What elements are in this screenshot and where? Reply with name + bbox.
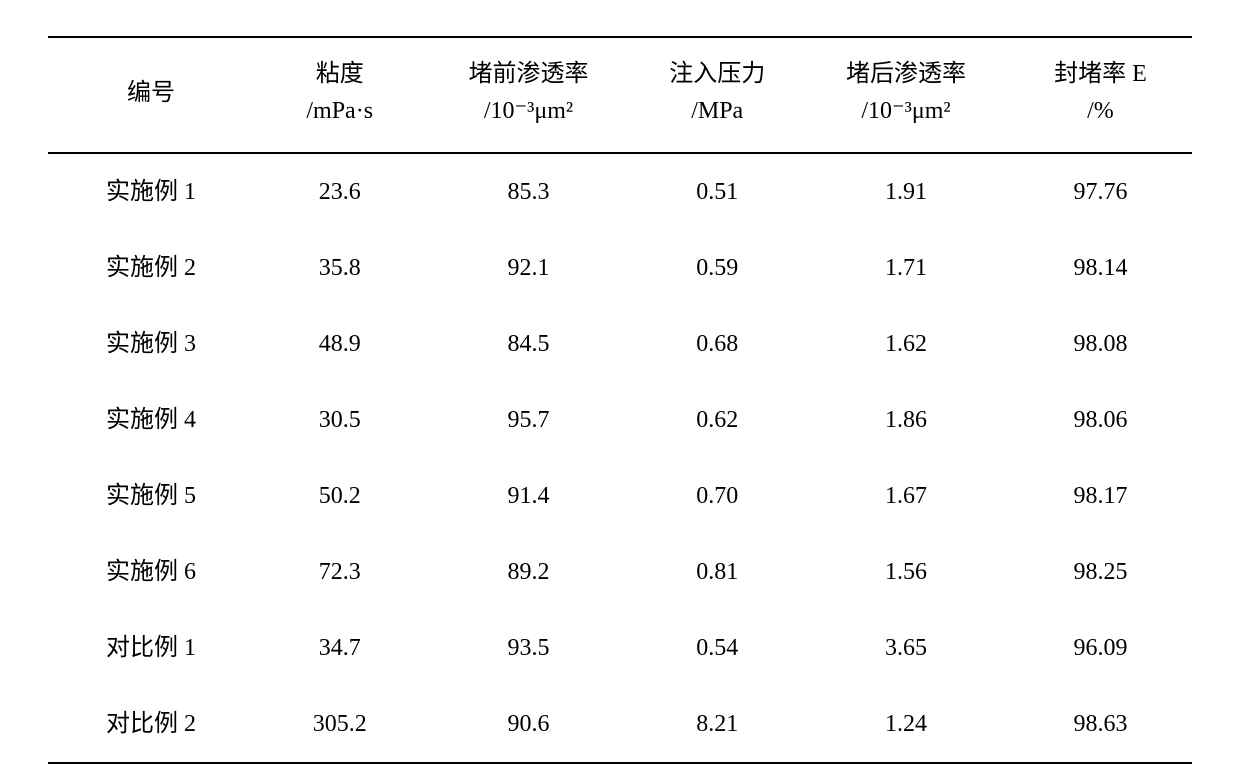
table-row: 对比例 2 305.2 90.6 8.21 1.24 98.63 xyxy=(48,686,1192,763)
col-header-label: 堵后渗透率 xyxy=(807,56,1005,93)
cell-perm-pre: 84.5 xyxy=(426,306,632,382)
cell-inj-press: 0.59 xyxy=(631,230,803,306)
cell-id: 实施例 6 xyxy=(48,534,254,610)
cell-perm-pre: 95.7 xyxy=(426,382,632,458)
cell-plug-rate: 98.08 xyxy=(1009,306,1192,382)
cell-perm-post: 1.91 xyxy=(803,153,1009,230)
cell-inj-press: 0.70 xyxy=(631,458,803,534)
cell-plug-rate: 97.76 xyxy=(1009,153,1192,230)
cell-id: 对比例 2 xyxy=(48,686,254,763)
cell-viscosity: 305.2 xyxy=(254,686,426,763)
cell-viscosity: 48.9 xyxy=(254,306,426,382)
cell-perm-pre: 91.4 xyxy=(426,458,632,534)
col-header-label: 编号 xyxy=(52,75,250,112)
cell-perm-post: 1.67 xyxy=(803,458,1009,534)
col-header-label: 堵前渗透率 xyxy=(430,56,628,93)
cell-inj-press: 8.21 xyxy=(631,686,803,763)
cell-perm-post: 1.24 xyxy=(803,686,1009,763)
table-body: 实施例 1 23.6 85.3 0.51 1.91 97.76 实施例 2 35… xyxy=(48,153,1192,763)
col-header-id: 编号 xyxy=(48,37,254,153)
cell-viscosity: 50.2 xyxy=(254,458,426,534)
cell-id: 对比例 1 xyxy=(48,610,254,686)
data-table-container: 编号 粘度 /mPa·s 堵前渗透率 /10⁻³μm² 注入压力 /MPa 堵后… xyxy=(0,0,1240,764)
table-row: 对比例 1 34.7 93.5 0.54 3.65 96.09 xyxy=(48,610,1192,686)
col-header-unit: /10⁻³μm² xyxy=(430,93,628,130)
cell-plug-rate: 96.09 xyxy=(1009,610,1192,686)
col-header-label: 封堵率 E xyxy=(1013,56,1188,93)
cell-id: 实施例 4 xyxy=(48,382,254,458)
col-header-unit: /% xyxy=(1013,93,1188,130)
col-header-viscosity: 粘度 /mPa·s xyxy=(254,37,426,153)
cell-id: 实施例 2 xyxy=(48,230,254,306)
cell-perm-post: 1.62 xyxy=(803,306,1009,382)
cell-perm-post: 1.71 xyxy=(803,230,1009,306)
table-row: 实施例 1 23.6 85.3 0.51 1.91 97.76 xyxy=(48,153,1192,230)
cell-inj-press: 0.68 xyxy=(631,306,803,382)
cell-viscosity: 35.8 xyxy=(254,230,426,306)
cell-perm-pre: 92.1 xyxy=(426,230,632,306)
table-row: 实施例 2 35.8 92.1 0.59 1.71 98.14 xyxy=(48,230,1192,306)
table-row: 实施例 4 30.5 95.7 0.62 1.86 98.06 xyxy=(48,382,1192,458)
col-header-unit: /mPa·s xyxy=(258,93,422,130)
table-row: 实施例 6 72.3 89.2 0.81 1.56 98.25 xyxy=(48,534,1192,610)
cell-perm-pre: 89.2 xyxy=(426,534,632,610)
col-header-perm-pre: 堵前渗透率 /10⁻³μm² xyxy=(426,37,632,153)
cell-id: 实施例 3 xyxy=(48,306,254,382)
cell-plug-rate: 98.06 xyxy=(1009,382,1192,458)
col-header-label: 粘度 xyxy=(258,56,422,93)
cell-viscosity: 23.6 xyxy=(254,153,426,230)
data-table: 编号 粘度 /mPa·s 堵前渗透率 /10⁻³μm² 注入压力 /MPa 堵后… xyxy=(48,36,1192,764)
cell-perm-pre: 90.6 xyxy=(426,686,632,763)
cell-plug-rate: 98.14 xyxy=(1009,230,1192,306)
cell-perm-pre: 85.3 xyxy=(426,153,632,230)
cell-inj-press: 0.51 xyxy=(631,153,803,230)
col-header-perm-post: 堵后渗透率 /10⁻³μm² xyxy=(803,37,1009,153)
cell-inj-press: 0.81 xyxy=(631,534,803,610)
table-row: 实施例 5 50.2 91.4 0.70 1.67 98.17 xyxy=(48,458,1192,534)
cell-perm-pre: 93.5 xyxy=(426,610,632,686)
col-header-unit: /10⁻³μm² xyxy=(807,93,1005,130)
cell-plug-rate: 98.17 xyxy=(1009,458,1192,534)
cell-plug-rate: 98.25 xyxy=(1009,534,1192,610)
cell-viscosity: 34.7 xyxy=(254,610,426,686)
cell-perm-post: 1.56 xyxy=(803,534,1009,610)
cell-viscosity: 30.5 xyxy=(254,382,426,458)
col-header-unit: /MPa xyxy=(635,93,799,130)
cell-inj-press: 0.62 xyxy=(631,382,803,458)
col-header-plug-rate: 封堵率 E /% xyxy=(1009,37,1192,153)
table-row: 实施例 3 48.9 84.5 0.68 1.62 98.08 xyxy=(48,306,1192,382)
table-header-row: 编号 粘度 /mPa·s 堵前渗透率 /10⁻³μm² 注入压力 /MPa 堵后… xyxy=(48,37,1192,153)
cell-perm-post: 3.65 xyxy=(803,610,1009,686)
cell-id: 实施例 1 xyxy=(48,153,254,230)
cell-plug-rate: 98.63 xyxy=(1009,686,1192,763)
cell-perm-post: 1.86 xyxy=(803,382,1009,458)
cell-viscosity: 72.3 xyxy=(254,534,426,610)
col-header-inj-press: 注入压力 /MPa xyxy=(631,37,803,153)
col-header-label: 注入压力 xyxy=(635,56,799,93)
cell-id: 实施例 5 xyxy=(48,458,254,534)
cell-inj-press: 0.54 xyxy=(631,610,803,686)
